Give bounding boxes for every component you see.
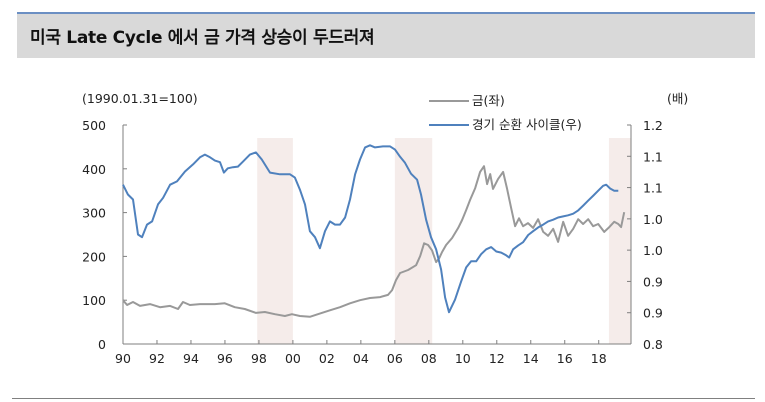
x-tick-label: 10 [455, 351, 471, 366]
chart-title: 미국 Late Cycle 에서 금 가격 상승이 두드러져 [30, 28, 375, 48]
x-tick-label: 16 [557, 351, 573, 366]
x-tick-label: 94 [183, 351, 199, 366]
right-axis-unit-label: (배) [667, 91, 688, 106]
title-bar: 미국 Late Cycle 에서 금 가격 상승이 두드러져 [17, 12, 755, 58]
left-tick-label: 200 [82, 249, 106, 264]
series-lines [122, 144, 626, 318]
right-tick-label: 0.9 [643, 274, 663, 289]
left-tick-label: 300 [82, 206, 106, 221]
x-tick-label: 98 [251, 351, 267, 366]
left-axis-unit-label: (1990.01.31=100) [82, 91, 198, 106]
business-cycle-line [122, 144, 619, 314]
x-tick-label: 02 [319, 351, 335, 366]
right-tick-label: 1.1 [643, 149, 663, 164]
right-tick-label: 0.8 [643, 337, 663, 352]
right-tick-label: 1.1 [643, 181, 663, 196]
x-tick-label: 14 [523, 351, 539, 366]
right-tick-label: 1.0 [643, 212, 663, 227]
x-tick-label: 08 [421, 351, 437, 366]
gold-price-line [122, 165, 626, 318]
right-tick-label: 1.0 [643, 243, 663, 258]
x-tick-label: 96 [217, 351, 233, 366]
late-cycle-shade-2 [394, 138, 433, 344]
bottom-divider [12, 398, 755, 399]
x-tick-label: 12 [489, 351, 505, 366]
late-cycle-shade-1 [257, 138, 293, 344]
legend-gold-label: 금(좌) [472, 93, 505, 108]
late-cycle-shading [257, 138, 631, 344]
left-tick-label: 100 [82, 293, 106, 308]
axes: 01002003004005000.80.90.91.01.01.11.11.2… [82, 118, 663, 366]
left-tick-label: 0 [98, 337, 106, 352]
x-tick-label: 04 [353, 351, 369, 366]
right-tick-label: 1.2 [643, 118, 663, 133]
legend: 금(좌) 경기 순환 사이클(우) [429, 93, 582, 132]
late-cycle-shade-3 [608, 138, 631, 344]
left-tick-label: 400 [82, 162, 106, 177]
x-tick-label: 06 [387, 351, 403, 366]
left-tick-label: 500 [82, 118, 106, 133]
x-tick-label: 00 [285, 351, 301, 366]
right-tick-label: 0.9 [643, 306, 663, 321]
x-tick-label: 90 [115, 351, 131, 366]
legend-cycle-label: 경기 순환 사이클(우) [472, 117, 582, 132]
x-tick-label: 18 [591, 351, 607, 366]
x-tick-label: 92 [149, 351, 165, 366]
